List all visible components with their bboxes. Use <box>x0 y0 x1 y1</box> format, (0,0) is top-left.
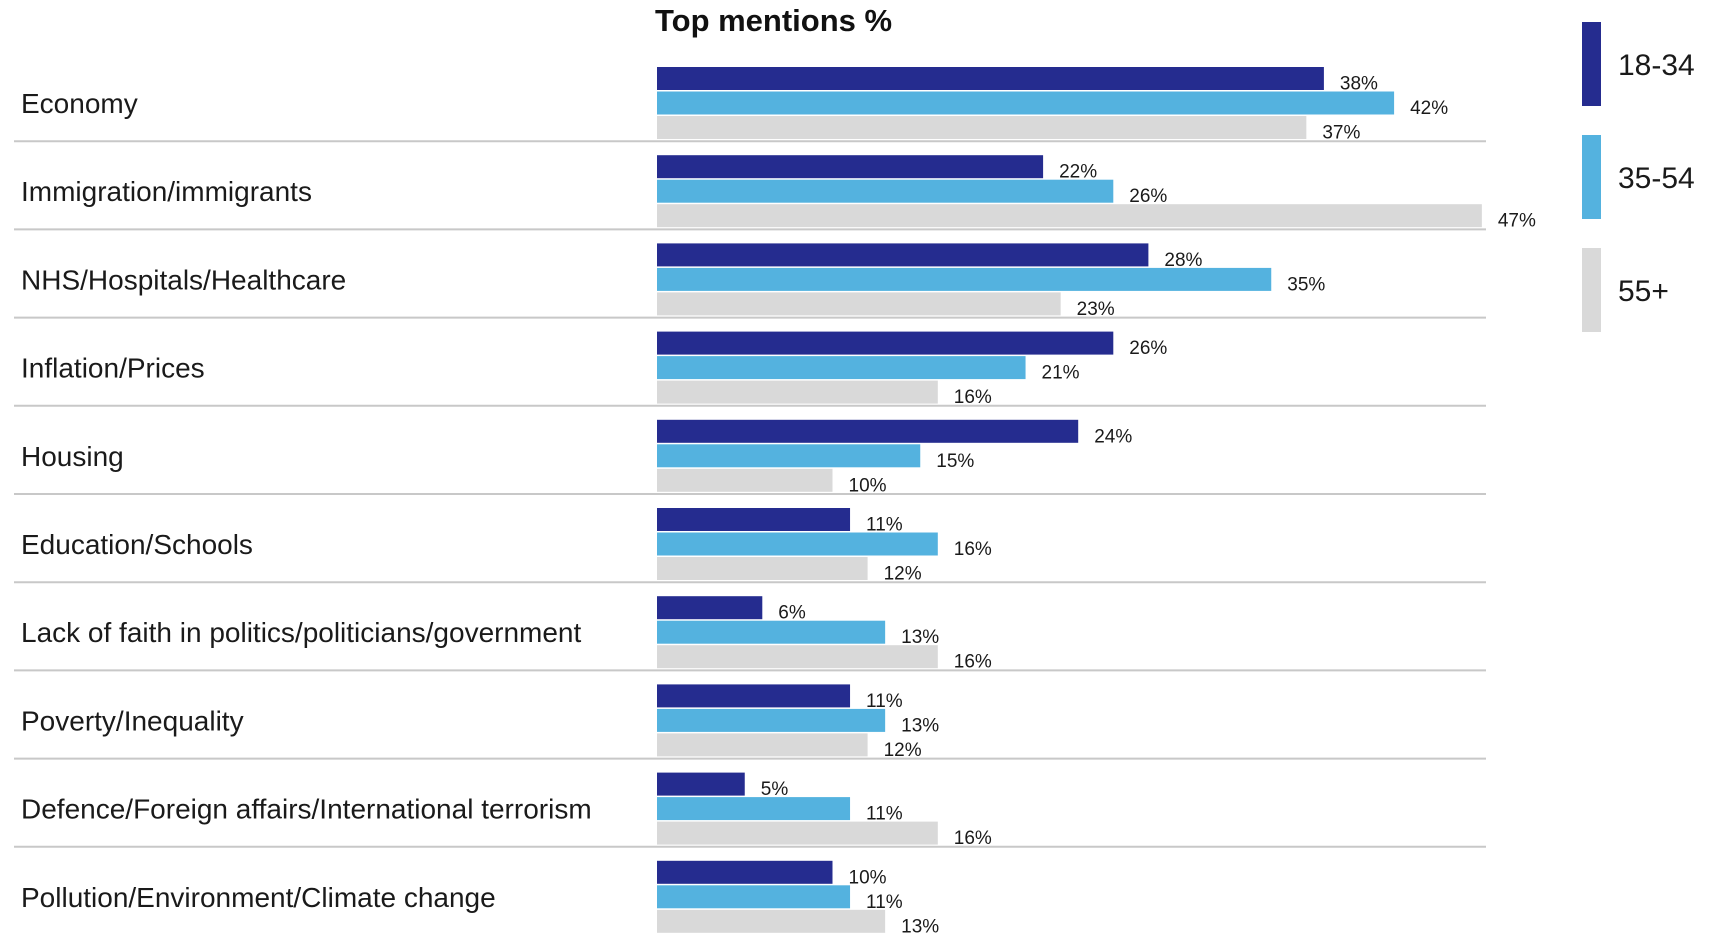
legend-swatch-18-34 <box>1582 22 1601 106</box>
bar-55+ <box>657 909 886 933</box>
bar-55+ <box>657 204 1482 228</box>
bar-18-34 <box>657 419 1079 443</box>
category-label: Immigration/immigrants <box>21 176 312 207</box>
legend-label: 55+ <box>1618 275 1669 308</box>
bar-18-34 <box>657 860 833 884</box>
bars <box>657 67 1482 933</box>
value-label: 13% <box>901 715 939 736</box>
value-label: 5% <box>761 779 789 800</box>
row-separators <box>14 140 1486 848</box>
category-label: Economy <box>21 88 138 119</box>
bar-55+ <box>657 468 833 492</box>
value-label: 11% <box>866 515 903 536</box>
value-label: 35% <box>1287 274 1325 295</box>
value-label: 13% <box>901 916 939 934</box>
bar-18-34 <box>657 67 1324 90</box>
bar-35-54 <box>657 356 1026 380</box>
value-label: 13% <box>901 627 939 648</box>
category-label: Defence/Foreign affairs/International te… <box>21 794 592 825</box>
value-label: 22% <box>1059 162 1097 183</box>
value-label: 12% <box>884 564 922 585</box>
value-label: 11% <box>866 691 903 712</box>
value-label: 16% <box>954 828 992 849</box>
category-label: Poverty/Inequality <box>21 705 244 736</box>
bar-18-34 <box>657 508 851 531</box>
value-label: 12% <box>884 740 922 761</box>
bar-18-34 <box>657 331 1114 355</box>
bar-55+ <box>657 380 938 404</box>
category-label: Housing <box>21 441 124 472</box>
bar-35-54 <box>657 179 1114 203</box>
value-label: 6% <box>778 603 806 624</box>
bar-18-34 <box>657 684 851 708</box>
value-label: 16% <box>954 652 992 673</box>
legend-label: 35-54 <box>1618 162 1695 195</box>
category-label: Pollution/Environment/Climate change <box>21 882 496 913</box>
bar-18-34 <box>657 596 763 620</box>
value-label: 16% <box>954 539 992 560</box>
bar-35-54 <box>657 620 886 644</box>
category-label: Lack of faith in politics/politicians/go… <box>21 617 582 648</box>
value-label: 24% <box>1094 426 1132 447</box>
bar-55+ <box>657 645 938 669</box>
bar-35-54 <box>657 532 938 556</box>
value-label: 16% <box>954 387 992 408</box>
value-label: 10% <box>849 475 887 496</box>
value-label: 42% <box>1410 98 1448 119</box>
value-labels: 38% 42% 37% 22% 26% 47% 28% 35% 23% 26% 21% 16% 24% 1… <box>761 74 1536 938</box>
value-label: 37% <box>1322 123 1360 144</box>
bar-18-34 <box>657 243 1149 267</box>
value-label: 15% <box>936 451 974 472</box>
value-label: 26% <box>1129 186 1167 207</box>
value-label: 47% <box>1498 211 1536 232</box>
bar-35-54 <box>657 708 886 732</box>
legend: 18-34 35-54 55+ <box>1582 22 1695 332</box>
bar-55+ <box>657 116 1307 139</box>
legend-label: 18-34 <box>1618 49 1695 82</box>
bar-55+ <box>657 557 868 580</box>
category-label: Inflation/Prices <box>21 353 205 384</box>
category-labels: Economy Immigration/immigrants NHS/Hospita… <box>21 88 592 913</box>
value-label: 23% <box>1077 299 1115 320</box>
bar-35-54 <box>657 267 1272 291</box>
category-label: Education/Schools <box>21 529 253 560</box>
bar-35-54 <box>657 444 921 468</box>
legend-swatch-35-54 <box>1582 135 1601 219</box>
category-label: NHS/Hospitals/Healthcare <box>21 264 346 295</box>
bar-35-54 <box>657 885 851 909</box>
bar-55+ <box>657 733 868 757</box>
legend-swatch-55+ <box>1582 248 1601 332</box>
bar-35-54 <box>657 797 851 821</box>
bar-55+ <box>657 821 938 845</box>
value-label: 21% <box>1042 363 1080 384</box>
bar-55+ <box>657 292 1061 316</box>
value-label: 28% <box>1164 250 1202 271</box>
value-label: 11% <box>866 892 903 913</box>
value-label: 26% <box>1129 338 1167 359</box>
bar-35-54 <box>657 91 1395 115</box>
bar-18-34 <box>657 155 1044 179</box>
value-label: 38% <box>1340 74 1378 95</box>
value-label: 11% <box>866 804 903 825</box>
value-label: 10% <box>849 867 887 888</box>
bar-18-34 <box>657 772 745 796</box>
chart-title: Top mentions % <box>655 3 892 38</box>
